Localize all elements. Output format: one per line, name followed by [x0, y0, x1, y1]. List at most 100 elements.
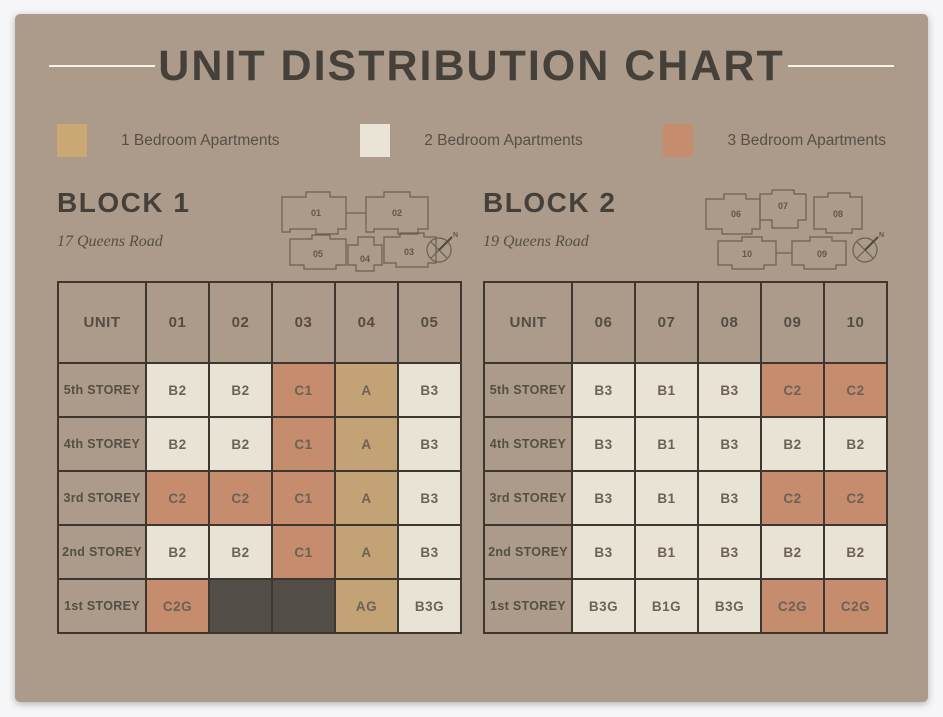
unit-cell-b1: B1	[634, 524, 699, 580]
table-row: 1st STOREY B3G B1G B3G C2G C2G	[483, 578, 888, 634]
unit-cell-a: A	[334, 470, 399, 526]
table-row: 1st STOREY C2G AG B3G	[57, 578, 462, 634]
unit-cell-b2: B2	[145, 362, 210, 418]
title-divider-right	[788, 65, 894, 67]
column-header: 05	[397, 281, 462, 364]
unit-cell-ag: AG	[334, 578, 399, 634]
legend-swatch-3br	[663, 124, 694, 157]
unit-cell-c1: C1	[271, 470, 336, 526]
unit-cell-a: A	[334, 416, 399, 472]
block-1-table: UNIT 01 02 03 04 05 5th STOREY B2 B2 C1 A B3 4…	[57, 281, 462, 634]
plan-unit-label: 04	[360, 254, 370, 264]
legend-label: 3 Bedroom Apartments	[727, 131, 886, 149]
unit-cell-c2g: C2G	[823, 578, 888, 634]
table-header-row: UNIT 06 07 08 09 10	[483, 281, 888, 364]
table-row: 2nd STOREY B2 B2 C1 A B3	[57, 524, 462, 580]
table-row: 4th STOREY B3 B1 B3 B2 B2	[483, 416, 888, 472]
column-header: 09	[760, 281, 825, 364]
unit-cell-b1g: B1G	[634, 578, 699, 634]
unit-cell-b3: B3	[697, 416, 762, 472]
storey-label: 2nd STOREY	[483, 524, 573, 580]
legend-item-3br: 3 Bedroom Apartments	[663, 124, 886, 157]
block-2-floorplan: 06 07 08 10 09 N	[705, 189, 884, 270]
page-title: UNIT DISTRIBUTION CHART	[158, 41, 785, 90]
svg-text:N: N	[453, 232, 458, 239]
unit-cell-b3: B3	[571, 416, 636, 472]
unit-cell-b2: B2	[823, 416, 888, 472]
legend-item-1br: 1 Bedroom Apartments	[57, 124, 280, 157]
block-2-address: 19 Queens Road	[483, 233, 589, 250]
plan-unit-label: 06	[731, 209, 741, 219]
legend-swatch-1br	[57, 124, 87, 157]
table-row: 3rd STOREY B3 B1 B3 C2 C2	[483, 470, 888, 526]
title-divider-left	[49, 65, 155, 67]
storey-label: 2nd STOREY	[57, 524, 147, 580]
unit-cell-b3: B3	[697, 470, 762, 526]
unit-cell-b3g: B3G	[697, 578, 762, 634]
unit-cell-b2: B2	[760, 524, 825, 580]
table-row: 2nd STOREY B3 B1 B3 B2 B2	[483, 524, 888, 580]
column-header: 02	[208, 281, 273, 364]
unit-cell-b3: B3	[697, 524, 762, 580]
storey-label: 5th STOREY	[57, 362, 147, 418]
storey-label: 3rd STOREY	[483, 470, 573, 526]
unit-cell-a: A	[334, 524, 399, 580]
plan-unit-label: 08	[833, 209, 843, 219]
unit-cell-a: A	[334, 362, 399, 418]
storey-label: 5th STOREY	[483, 362, 573, 418]
storey-label: 3rd STOREY	[57, 470, 147, 526]
unit-cell-c1: C1	[271, 362, 336, 418]
empty-cell	[208, 578, 273, 634]
column-header: 04	[334, 281, 399, 364]
unit-cell-b3g: B3G	[397, 578, 462, 634]
title-row: UNIT DISTRIBUTION CHART	[15, 38, 928, 94]
legend-label: 1 Bedroom Apartments	[121, 131, 280, 149]
unit-cell-b1: B1	[634, 362, 699, 418]
unit-cell-b3: B3	[571, 362, 636, 418]
storey-label: 4th STOREY	[483, 416, 573, 472]
unit-cell-c2: C2	[760, 362, 825, 418]
unit-cell-b2: B2	[208, 416, 273, 472]
legend-item-2br: 2 Bedroom Apartments	[360, 124, 583, 157]
unit-cell-b2: B2	[760, 416, 825, 472]
empty-cell	[271, 578, 336, 634]
plan-unit-label: 05	[313, 249, 323, 259]
unit-cell-b3: B3	[571, 524, 636, 580]
block-2-table: UNIT 06 07 08 09 10 5th STOREY B3 B1 B3 C2 C2…	[483, 281, 888, 634]
unit-cell-b1: B1	[634, 470, 699, 526]
unit-cell-c2: C2	[823, 470, 888, 526]
block-1-name: BLOCK 1	[57, 187, 191, 218]
unit-cell-b3: B3	[571, 470, 636, 526]
column-header: 06	[571, 281, 636, 364]
unit-cell-b3: B3	[397, 470, 462, 526]
block-1-header: BLOCK 1 17 Queens Road 01 02 05 04 03	[57, 181, 460, 281]
unit-cell-b3: B3	[397, 416, 462, 472]
unit-cell-b1: B1	[634, 416, 699, 472]
column-header: 08	[697, 281, 762, 364]
block-1-address: 17 Queens Road	[57, 233, 163, 250]
block-1-section: BLOCK 1 17 Queens Road 01 02 05 04 03	[57, 181, 462, 634]
compass-icon: N	[852, 232, 884, 263]
table-row: 5th STOREY B3 B1 B3 C2 C2	[483, 362, 888, 418]
unit-cell-b2: B2	[208, 362, 273, 418]
legend: 1 Bedroom Apartments 2 Bedroom Apartment…	[57, 124, 886, 157]
unit-cell-c1: C1	[271, 416, 336, 472]
unit-cell-b2: B2	[145, 416, 210, 472]
unit-cell-c2: C2	[208, 470, 273, 526]
unit-cell-b2: B2	[823, 524, 888, 580]
column-header: 10	[823, 281, 888, 364]
storey-label: 1st STOREY	[57, 578, 147, 634]
unit-cell-b2: B2	[145, 524, 210, 580]
legend-label: 2 Bedroom Apartments	[424, 131, 583, 149]
plan-unit-label: 01	[311, 208, 321, 218]
table-row: 4th STOREY B2 B2 C1 A B3	[57, 416, 462, 472]
svg-text:N: N	[879, 232, 884, 239]
storey-label: 4th STOREY	[57, 416, 147, 472]
unit-cell-c2g: C2G	[145, 578, 210, 634]
storey-label: 1st STOREY	[483, 578, 573, 634]
plan-unit-label: 07	[778, 201, 788, 211]
plan-unit-label: 03	[404, 247, 414, 257]
block-2-header: BLOCK 2 19 Queens Road 06 07 08 10 09	[483, 181, 886, 281]
column-header: 01	[145, 281, 210, 364]
plan-unit-label: 10	[742, 249, 752, 259]
